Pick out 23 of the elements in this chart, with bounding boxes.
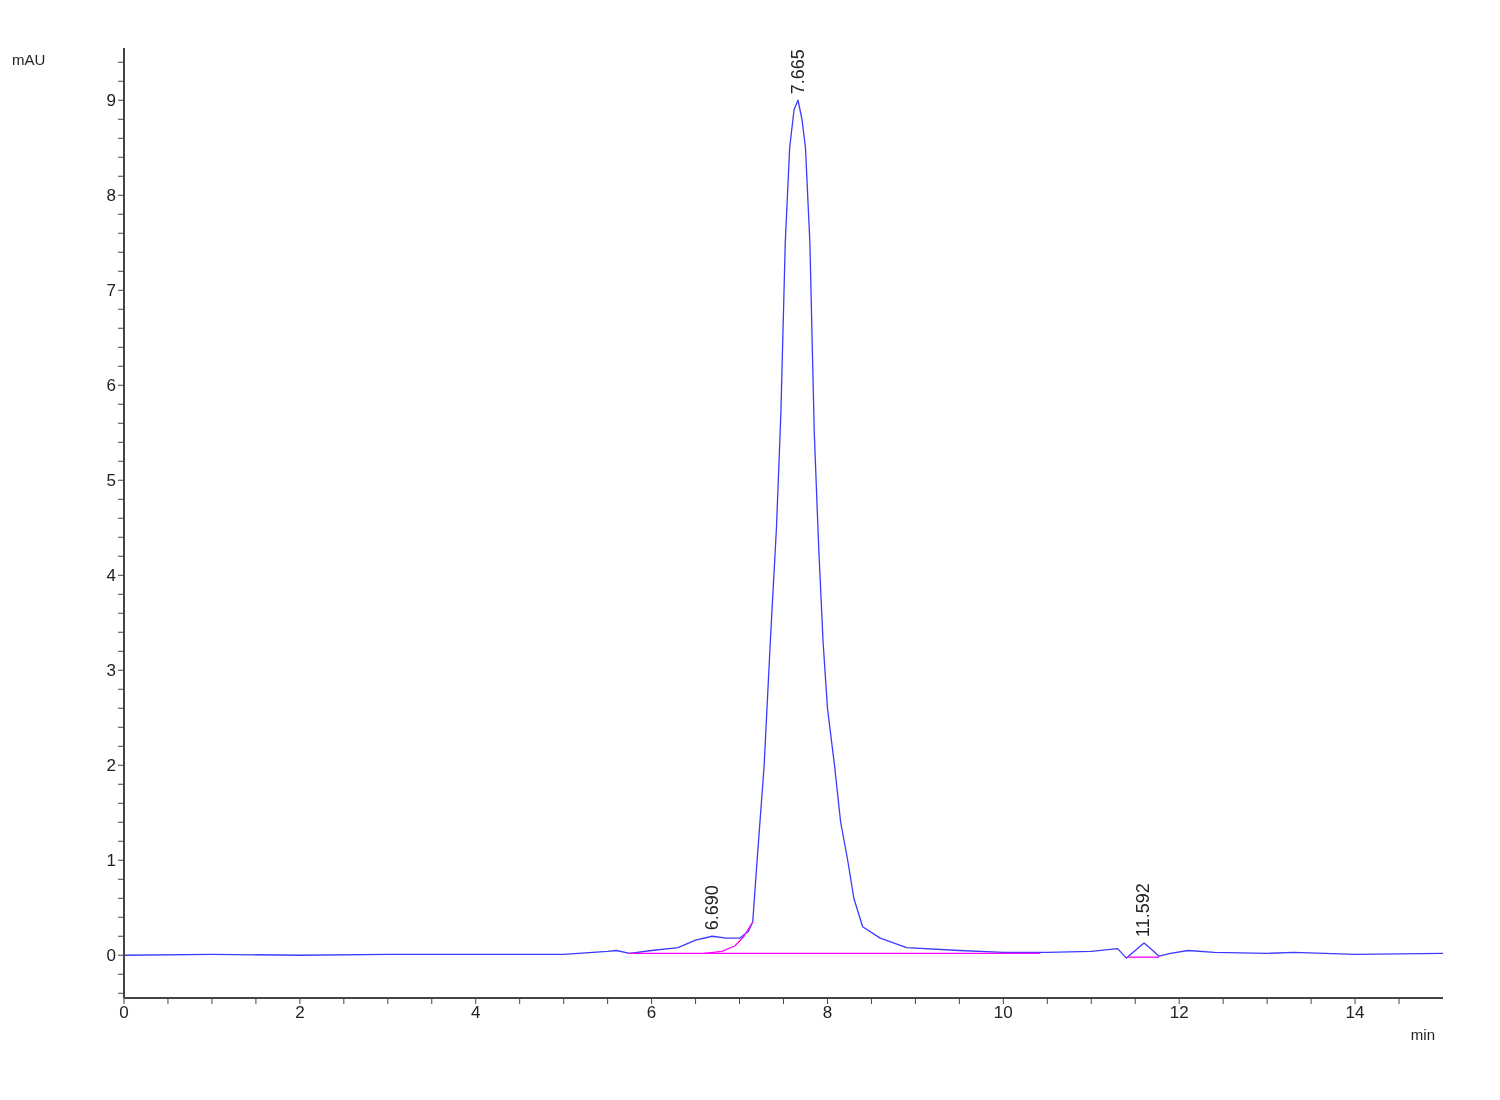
y-tick-label: 6 [106, 376, 116, 396]
y-tick-label: 0 [106, 946, 116, 966]
y-tick-label: 7 [106, 281, 116, 301]
x-tick-label: 8 [822, 1003, 833, 1023]
y-tick-label: 8 [106, 186, 116, 206]
y-tick-label: 1 [106, 851, 116, 871]
y-tick-label: 9 [106, 91, 116, 111]
y-tick-label: 2 [106, 756, 116, 776]
annotation: 6.690 [702, 885, 723, 931]
x-tick-label: 14 [1345, 1003, 1365, 1023]
x-tick-label: 6 [646, 1003, 657, 1023]
x-axis-title: min [1410, 1026, 1435, 1043]
y-axis-title: mAU [12, 50, 46, 68]
x-tick-label: 12 [1169, 1003, 1189, 1023]
y-tick-label: 5 [106, 471, 116, 491]
y-tick-label: 4 [106, 566, 116, 586]
x-tick-label: 4 [471, 1003, 481, 1023]
x-tick-label: 2 [295, 1003, 305, 1023]
y-tick-label: 3 [106, 661, 116, 681]
x-tick-label: 10 [993, 1003, 1013, 1023]
annotation: 11.592 [1133, 883, 1154, 937]
x-tick-label: 0 [119, 1003, 129, 1023]
annotation: 7.665 [788, 49, 809, 95]
